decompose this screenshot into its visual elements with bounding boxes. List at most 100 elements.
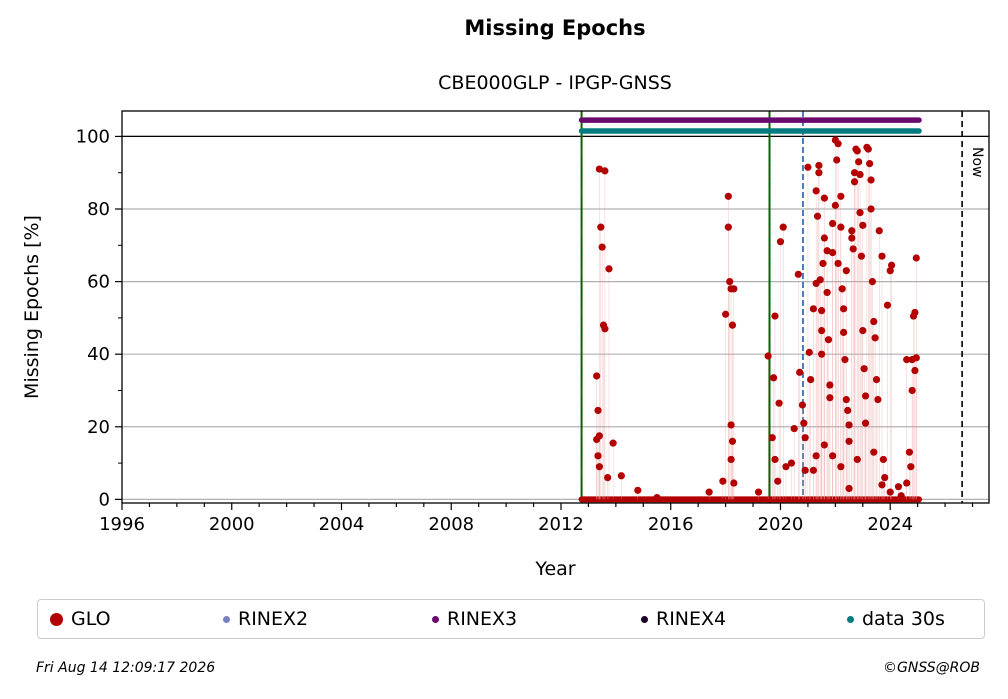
glo-point: [634, 486, 642, 494]
glo-point: [779, 223, 787, 231]
glo-point: [878, 481, 886, 489]
glo-point: [801, 466, 809, 474]
glo-point: [813, 212, 822, 220]
glo-point: [912, 254, 920, 262]
x-tick-label: 2012: [538, 514, 584, 535]
glo-point: [724, 192, 732, 200]
glo-point: [860, 365, 868, 373]
glo-point: [841, 356, 849, 364]
glo-point: [886, 488, 894, 496]
glo-point: [861, 419, 870, 427]
glo-point: [842, 395, 850, 404]
glo-point: [787, 459, 796, 467]
chart-subtitle: CBE000GLP - IPGP-GNSS: [438, 72, 672, 94]
legend-item-data-30s: data 30s: [847, 600, 945, 638]
glo-point: [601, 325, 609, 333]
y-axis-label: Missing Epochs [%]: [21, 215, 43, 399]
glo-point: [845, 484, 853, 493]
glo-point: [826, 381, 834, 389]
glo-point: [829, 248, 837, 257]
glo-point: [796, 368, 804, 376]
glo-point: [912, 354, 920, 362]
glo-point: [879, 455, 887, 464]
legend-label-glo: GLO: [71, 608, 111, 630]
glo-point: [838, 285, 846, 293]
glo-point: [905, 448, 914, 456]
legend-item-rinex4: RINEX4: [641, 600, 726, 638]
footer-credit: ©GNSS@ROB: [883, 660, 980, 676]
glo-point: [812, 187, 820, 195]
glo-point: [617, 472, 625, 480]
glo-point: [790, 424, 798, 433]
glo-point: [834, 140, 842, 148]
glo-point: [805, 348, 813, 356]
glo-point: [823, 247, 831, 255]
glo-point: [833, 156, 841, 164]
y-tick-label: 20: [87, 417, 110, 438]
glo-point: [845, 421, 853, 429]
glo-point: [728, 437, 737, 445]
glo-point: [598, 243, 606, 251]
y-tick-label: 0: [99, 489, 110, 510]
legend-label-rinex2: RINEX2: [238, 608, 309, 630]
x-tick-label: 1996: [99, 514, 145, 535]
glo-point: [593, 372, 601, 380]
glo-point: [768, 434, 776, 442]
glo-point: [823, 288, 831, 297]
glo-point: [770, 374, 778, 382]
glo-point: [804, 163, 812, 171]
glo-point: [907, 463, 915, 471]
glo-point: [897, 492, 905, 500]
y-tick-label: 100: [76, 126, 110, 147]
legend-item-rinex2: RINEX2: [223, 600, 308, 638]
glo-point: [849, 245, 857, 253]
glo-point: [848, 234, 856, 242]
glo-point: [771, 455, 779, 464]
glo-point: [653, 493, 661, 502]
glo-point: [911, 366, 919, 375]
glo-point: [834, 259, 842, 268]
glo-point: [875, 227, 883, 235]
glo-point: [856, 209, 864, 217]
now-label: Now: [969, 147, 985, 178]
glo-point: [764, 352, 772, 360]
glo-point: [859, 326, 867, 335]
y-tick-label: 40: [87, 344, 110, 365]
y-tick-label: 80: [87, 199, 110, 220]
x-tick-label: 2008: [428, 514, 474, 535]
glo-point: [903, 479, 911, 487]
glo-point: [595, 165, 603, 173]
legend-marker-glo: [50, 612, 63, 626]
footer-timestamp: Fri Aug 14 12:09:17 2026: [36, 660, 216, 676]
glo-point: [874, 395, 882, 404]
legend-item-rinex3: RINEX3: [432, 600, 517, 638]
glo-point: [870, 317, 878, 326]
glo-point: [815, 169, 823, 177]
glo-point: [818, 326, 826, 335]
glo-point: [728, 321, 737, 329]
glo-point: [829, 219, 837, 228]
glo-point: [850, 169, 859, 177]
glo-point: [842, 267, 850, 275]
glo-point: [826, 394, 834, 402]
glo-point: [868, 277, 876, 286]
glo-point: [818, 350, 826, 358]
x-tick-label: 2000: [209, 514, 255, 535]
glo-point: [809, 305, 818, 313]
glo-point: [824, 336, 833, 344]
glo-point: [855, 158, 863, 166]
glo-point: [601, 167, 609, 175]
glo-point: [856, 170, 864, 179]
glo-point: [859, 221, 867, 229]
glo-point: [724, 223, 732, 231]
glo-point: [726, 277, 734, 286]
glo-point: [864, 145, 872, 153]
glo-point: [722, 310, 730, 318]
glo-point: [594, 452, 602, 460]
y-tick-label: 60: [87, 272, 110, 293]
glo-point: [604, 473, 612, 482]
glo-point: [861, 392, 870, 400]
legend-marker-data-30s: [847, 615, 854, 623]
plot-frame: [121, 110, 990, 504]
glo-point: [775, 399, 783, 407]
